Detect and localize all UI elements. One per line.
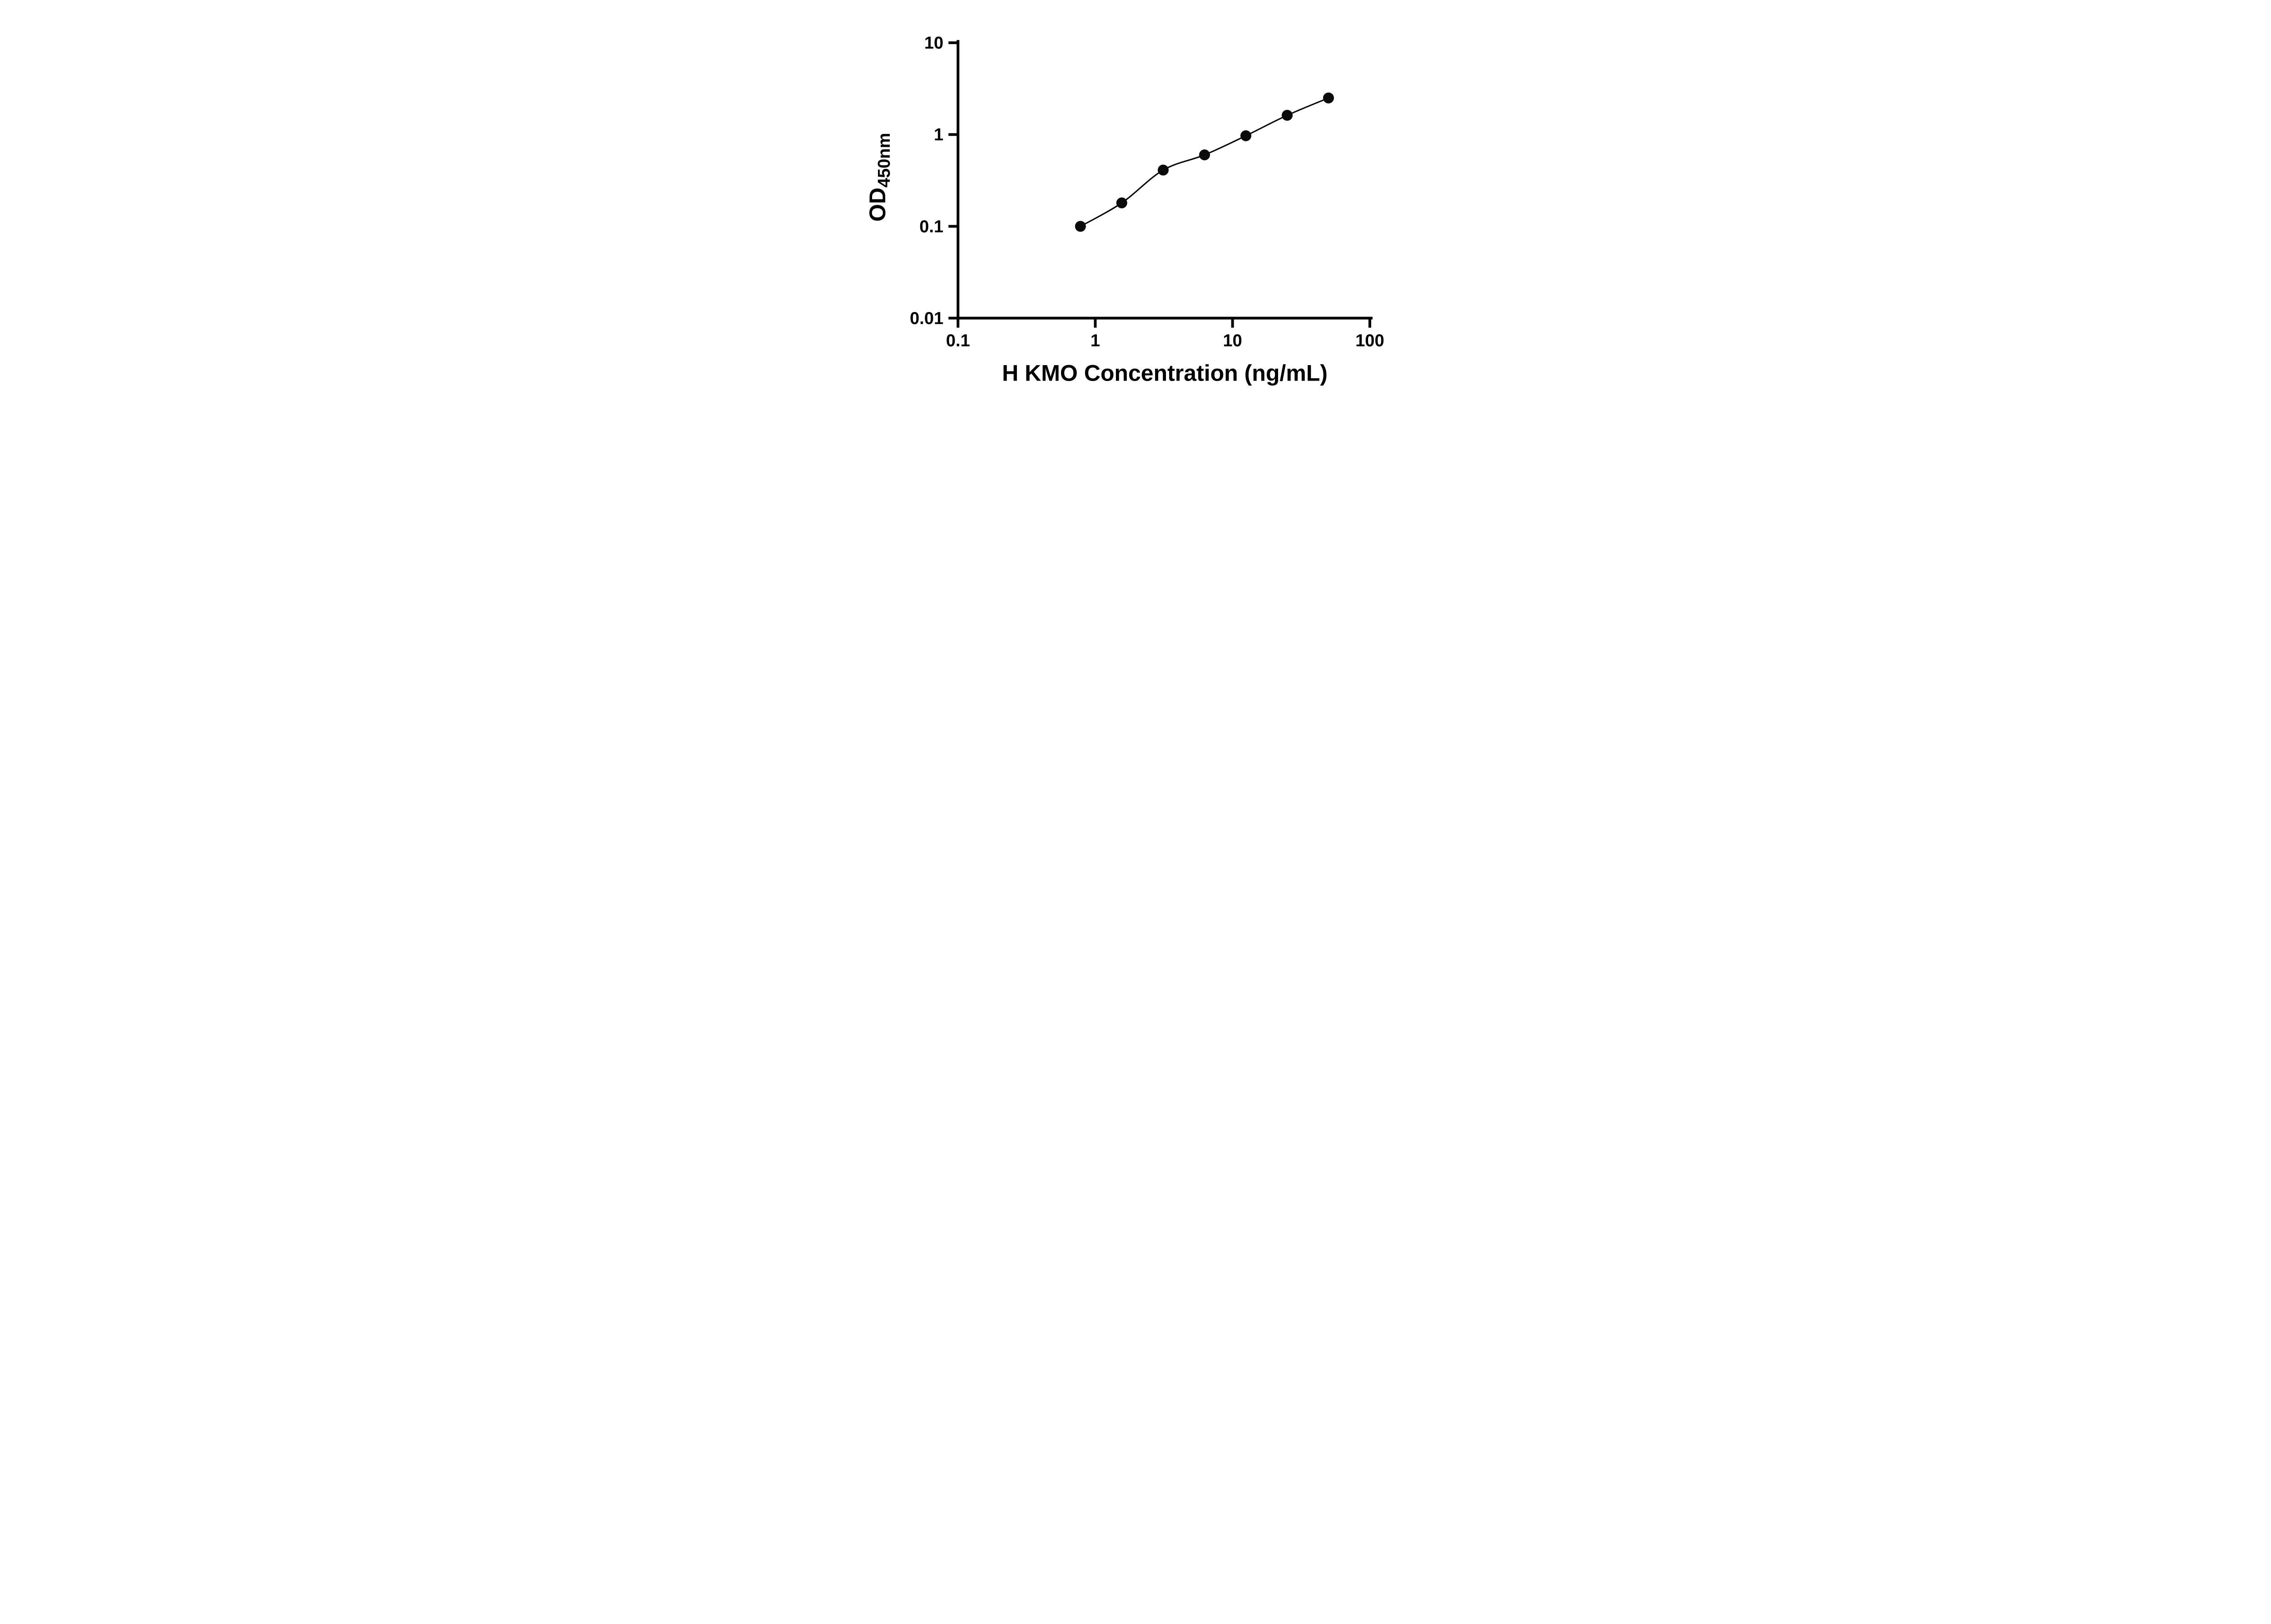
y-axis-label: OD450nm	[865, 133, 894, 222]
axis-spine	[956, 40, 1373, 320]
x-tick-label: 100	[1355, 332, 1384, 351]
data-point	[1281, 109, 1293, 121]
y-tick-label: 0.01	[910, 309, 943, 328]
x-tick-label: 1	[1090, 332, 1100, 351]
y-axis-label-subscript: 450nm	[875, 133, 894, 188]
x-tick-label: 10	[1223, 332, 1242, 351]
data-point	[1075, 221, 1086, 232]
data-point	[1240, 130, 1251, 141]
elisa-standard-curve-figure: 0.1 1 10 100 0.01 0.1 1 10 H KMO Concentration …	[844, 0, 1427, 406]
data-point	[1199, 149, 1210, 161]
data-layer	[1075, 92, 1334, 232]
data-point	[1157, 164, 1169, 176]
data-point	[1116, 197, 1127, 208]
x-tick-label: 0.1	[946, 332, 970, 351]
data-point	[1323, 92, 1334, 104]
y-tick-label: 1	[934, 125, 943, 144]
y-tick-label: 10	[924, 34, 943, 53]
y-tick-label: 0.1	[919, 217, 943, 236]
x-axis-label: H KMO Concentration (ng/mL)	[1002, 361, 1328, 386]
y-axis-label-main: OD	[865, 188, 890, 222]
